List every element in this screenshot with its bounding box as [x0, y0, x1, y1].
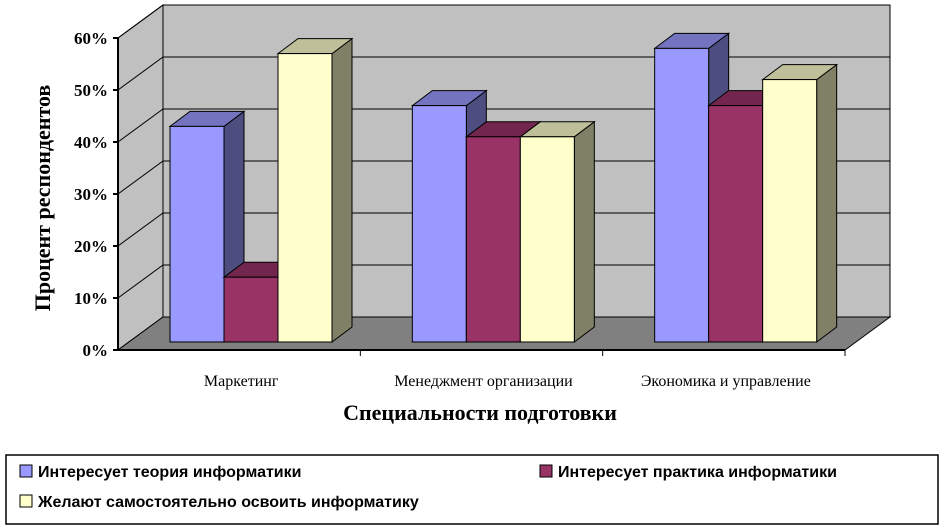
y-tick-label: 0%	[83, 341, 109, 360]
legend-box	[5, 454, 939, 525]
bar	[465, 136, 521, 343]
bar	[762, 79, 818, 343]
x-tick-label: Маркетинг	[204, 373, 279, 390]
legend-swatch	[539, 464, 553, 478]
gridline	[117, 160, 890, 195]
y-axis-ticks: 0% 10% 20% 30% 40% 50% 60%	[74, 29, 119, 360]
y-tick-label: 50%	[74, 81, 108, 100]
legend-entry: Интересует практика информатики	[558, 464, 837, 481]
gridline	[117, 4, 890, 39]
legend: Интересует теория информатики Интересует …	[5, 454, 939, 525]
y-axis-title: Процент респондентов	[30, 85, 55, 312]
x-tick-label: Экономика и управление	[641, 373, 811, 390]
bar-side	[573, 120, 595, 343]
gridlines	[117, 4, 890, 299]
bar	[169, 125, 225, 343]
gridline	[117, 56, 890, 91]
legend-swatch	[19, 494, 33, 508]
bar	[223, 276, 279, 343]
x-axis-title: Специальности подготовки	[343, 400, 617, 425]
legend-entry: Желают самостоятельно освоить информатик…	[37, 494, 419, 511]
bars	[168, 32, 839, 343]
x-tick-label: Менеджмент организации	[394, 373, 573, 390]
bar	[654, 47, 710, 343]
y-tick-label: 40%	[74, 133, 108, 152]
bar	[411, 105, 467, 343]
bar-side	[816, 63, 838, 343]
gridline	[117, 108, 890, 143]
gridline	[117, 264, 890, 299]
y-tick-label: 10%	[74, 289, 108, 308]
y-tick-label: 60%	[74, 29, 108, 48]
x-axis-ticks: Маркетинг Менеджмент организации Экономика…	[118, 349, 846, 390]
y-tick-label: 20%	[74, 237, 108, 256]
bar	[277, 53, 333, 343]
gridline	[117, 212, 890, 247]
bar	[708, 105, 764, 343]
legend-swatch	[19, 464, 33, 478]
bar-side	[331, 37, 353, 343]
y-tick-label: 30%	[74, 185, 108, 204]
bar	[519, 136, 575, 343]
legend-entry: Интересует теория информатики	[38, 464, 301, 481]
